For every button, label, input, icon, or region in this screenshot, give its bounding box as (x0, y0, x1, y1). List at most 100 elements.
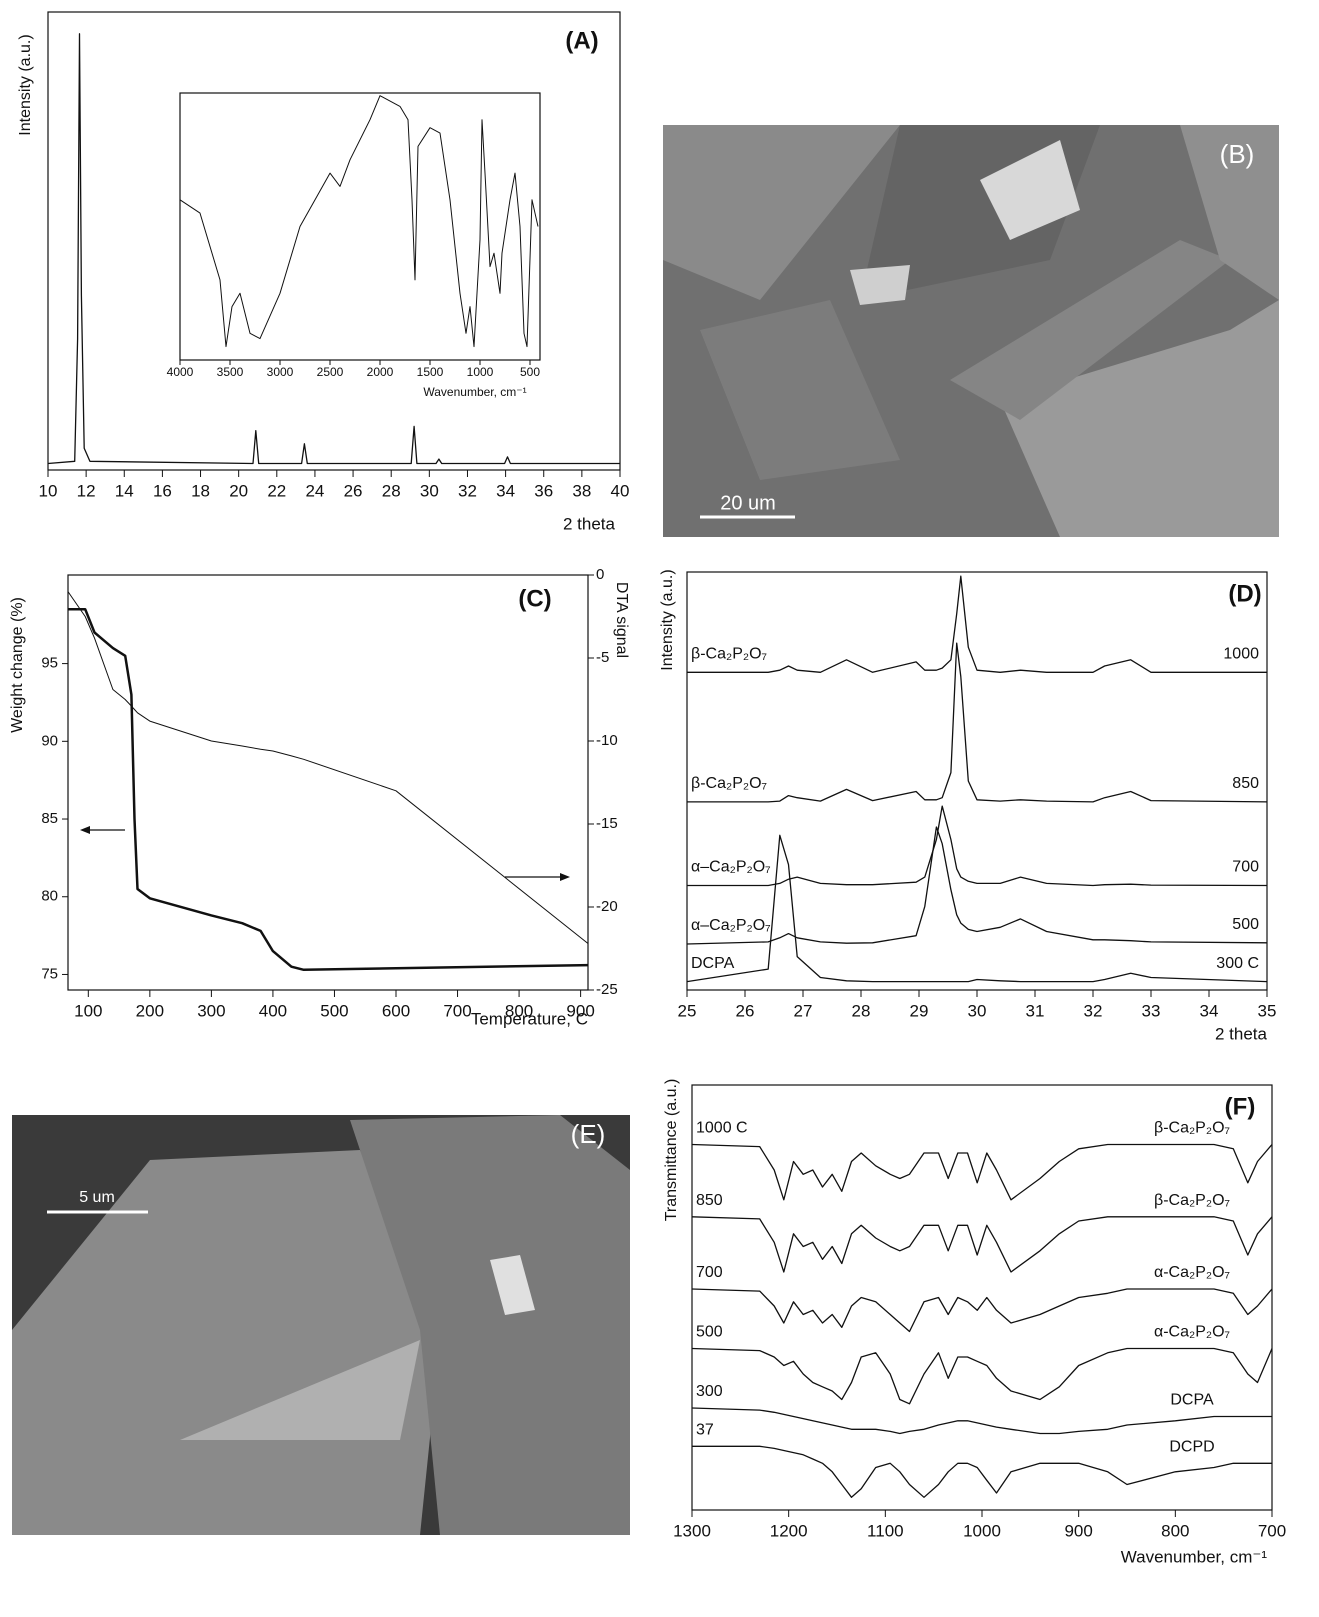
x-tick-label: 600 (382, 1001, 410, 1020)
arrowhead (80, 826, 90, 834)
y-axis-label: Intensity (a.u.) (17, 34, 34, 135)
series-name-label: 300 C (1216, 955, 1259, 972)
series-name-label: 700 (696, 1264, 723, 1281)
x-tick-label: 700 (1258, 1521, 1286, 1540)
y-tick-label: 85 (41, 810, 58, 827)
y2-tick-label: -25 (596, 981, 618, 998)
x-tick-label: 14 (115, 481, 134, 500)
series-phase-label: β-Ca₂P₂O₇ (691, 775, 767, 792)
sem-image-e: (E) 5 um (12, 1115, 630, 1535)
x-tick-label: 22 (267, 481, 286, 500)
series-phase-label: β-Ca₂P₂O₇ (1154, 1192, 1230, 1209)
x-axis-label: Temperature, C (471, 1009, 588, 1028)
series-phase-label: α-Ca₂P₂O₇ (1154, 1264, 1230, 1281)
x-tick-label: 30 (420, 481, 439, 500)
y-axis-label: Transmittance (a.u.) (663, 1079, 680, 1222)
x-tick-label: 34 (1200, 1001, 1219, 1020)
x-tick-label: 1300 (673, 1521, 711, 1540)
x-tick-label: 500 (320, 1001, 348, 1020)
data-line (687, 576, 1267, 672)
x-tick-label: 28 (852, 1001, 871, 1020)
series-name-label: 850 (1232, 775, 1259, 792)
y-tick-label: 95 (41, 655, 58, 672)
x-tick-label: 27 (794, 1001, 813, 1020)
x-tick-label: 1500 (417, 365, 444, 379)
y-axis-label: Intensity (a.u.) (659, 569, 676, 670)
x-tick-label: 1100 (867, 1521, 904, 1540)
x-axis-label: 2 theta (1215, 1024, 1268, 1043)
x-tick-label: 40 (611, 481, 630, 500)
plot-frame (687, 572, 1267, 990)
y2-tick-label: -15 (596, 815, 618, 832)
scale-bar-label: 20 um (720, 492, 776, 514)
x-tick-label: 1200 (770, 1521, 808, 1540)
x-tick-label: 700 (443, 1001, 471, 1020)
y2-tick-label: 0 (596, 566, 604, 583)
x-tick-label: 28 (382, 481, 401, 500)
plot-frame (180, 93, 540, 360)
x-tick-label: 26 (736, 1001, 755, 1020)
series-name-label: 37 (696, 1421, 714, 1438)
x-tick-label: 3000 (267, 365, 294, 379)
x-tick-label: 33 (1142, 1001, 1161, 1020)
x-tick-label: 32 (1084, 1001, 1103, 1020)
plot-frame (68, 575, 588, 990)
data-line (180, 96, 538, 347)
y-tick-label: 80 (41, 888, 58, 905)
y-axis-label: Weight change (%) (9, 597, 26, 733)
data-line (68, 609, 588, 970)
series-name-label: 500 (1232, 916, 1259, 933)
x-tick-label: 300 (197, 1001, 225, 1020)
x-tick-label: 2500 (317, 365, 344, 379)
series-phase-label: α–Ca₂P₂O₇ (691, 917, 771, 934)
panel-label: (E) (571, 1119, 606, 1149)
y2-tick-label: -5 (596, 649, 609, 666)
x-tick-label: 26 (344, 481, 363, 500)
x-tick-label: 18 (191, 481, 210, 500)
x-tick-label: 30 (968, 1001, 987, 1020)
y2-axis-label: DTA signal (613, 582, 630, 658)
data-line (48, 34, 620, 464)
panel-label: (F) (1225, 1093, 1256, 1120)
data-line (68, 592, 588, 944)
arrowhead (560, 873, 570, 881)
particle (850, 265, 910, 305)
data-line (692, 1408, 1272, 1434)
x-tick-label: 10 (39, 481, 58, 500)
y-tick-label: 75 (41, 965, 58, 982)
x-tick-label: 24 (305, 481, 324, 500)
x-tick-label: 100 (74, 1001, 102, 1020)
sem-image-b: (B) 20 um (663, 125, 1279, 537)
x-tick-label: 36 (534, 481, 553, 500)
x-tick-label: 400 (259, 1001, 287, 1020)
panel-label: (C) (518, 585, 551, 612)
x-tick-label: 25 (678, 1001, 697, 1020)
series-phase-label: DCPA (1170, 1392, 1214, 1409)
x-tick-label: 900 (1064, 1521, 1092, 1540)
data-line (687, 806, 1267, 885)
x-axis-label: Wavenumber, cm⁻¹ (1121, 1547, 1268, 1566)
x-tick-label: 29 (910, 1001, 929, 1020)
x-tick-label: 38 (572, 481, 591, 500)
x-tick-label: 3500 (217, 365, 244, 379)
x-tick-label: 20 (229, 481, 248, 500)
series-phase-label: DCPD (1169, 1438, 1214, 1455)
x-tick-label: 16 (153, 481, 172, 500)
series-phase-label: DCPA (691, 955, 735, 972)
x-axis-label: Wavenumber, cm⁻¹ (423, 385, 526, 399)
series-phase-label: α–Ca₂P₂O₇ (691, 859, 771, 876)
data-line (687, 835, 1267, 981)
x-tick-label: 34 (496, 481, 515, 500)
panel-label: (B) (1220, 139, 1255, 169)
series-phase-label: β-Ca₂P₂O₇ (1154, 1120, 1230, 1137)
x-tick-label: 4000 (167, 365, 194, 379)
data-line (687, 643, 1267, 802)
series-name-label: 700 (1232, 859, 1259, 876)
x-tick-label: 1000 (963, 1521, 1001, 1540)
x-tick-label: 32 (458, 481, 477, 500)
y-tick-label: 90 (41, 732, 58, 749)
series-name-label: 500 (696, 1324, 723, 1341)
plot-frame (48, 12, 620, 470)
x-tick-label: 2000 (367, 365, 394, 379)
series-name-label: 1000 (1223, 646, 1259, 663)
